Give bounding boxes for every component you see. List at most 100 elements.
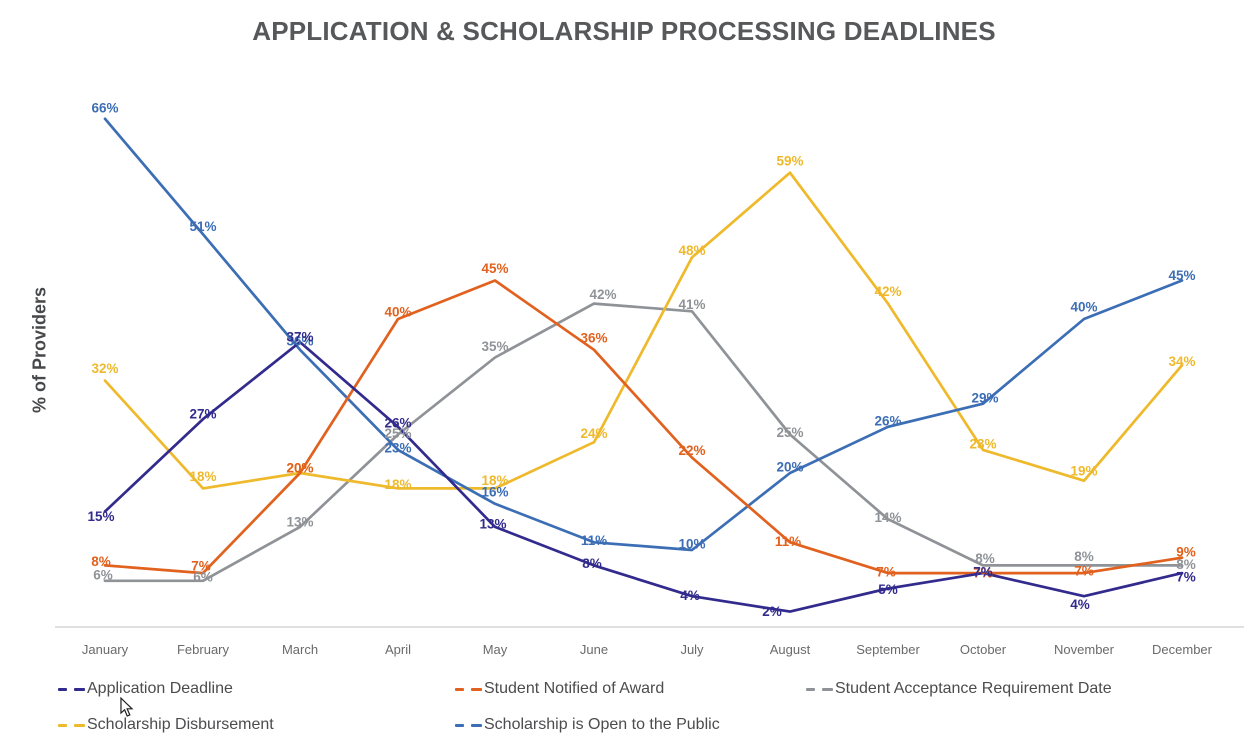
data-label-application-deadline: 4% (1070, 597, 1090, 612)
legend-dash-icon (455, 687, 464, 691)
legend-dash-icon (58, 687, 67, 691)
legend-dash-icon (471, 687, 482, 691)
legend-label: Student Acceptance Requirement Date (835, 680, 1112, 697)
data-label-scholarship-disbursement: 18% (384, 477, 411, 492)
x-axis-tick-label: February (177, 642, 230, 657)
x-axis-tick-label: December (1152, 642, 1213, 657)
legend-dash-icon (822, 687, 833, 691)
data-label-scholarship-disbursement: 42% (874, 284, 901, 299)
data-label-scholarship-is-open-to-the-public: 10% (678, 537, 705, 552)
legend-label: Student Notified of Award (484, 680, 665, 697)
data-label-scholarship-is-open-to-the-public: 11% (581, 533, 607, 548)
legend-dash-icon (58, 723, 67, 727)
series-line-student-notified-of-award (103, 279, 1184, 575)
data-label-scholarship-is-open-to-the-public: 16% (481, 484, 508, 499)
data-label-scholarship-disbursement: 32% (91, 361, 118, 376)
data-label-application-deadline: 7% (973, 565, 993, 580)
data-label-application-deadline: 37% (286, 330, 313, 345)
line-chart: January February March April May June July Augu… (55, 100, 1244, 657)
data-label-student-notified-of-award: 7% (1074, 564, 1094, 579)
data-label-application-deadline: 5% (878, 582, 898, 597)
data-label-student-acceptance-requirement-date: 25% (776, 425, 803, 440)
data-label-student-notified-of-award: 8% (91, 554, 111, 569)
data-label-scholarship-disbursement: 19% (1070, 463, 1097, 478)
x-axis-tick-label: March (282, 642, 318, 657)
chart-title: APPLICATION & SCHOLARSHIP PROCESSING DEA… (252, 16, 996, 46)
x-axis-tick-label: August (770, 642, 811, 657)
data-label-application-deadline: 15% (87, 509, 114, 524)
legend-item-scholarship-disbursement: Scholarship Disbursement (58, 715, 274, 735)
legend-label: Application Deadline (87, 680, 233, 697)
data-label-student-acceptance-requirement-date: 42% (589, 287, 616, 302)
data-label-scholarship-disbursement: 18% (481, 473, 508, 488)
series-line-scholarship-disbursement (103, 171, 1184, 490)
data-label-scholarship-disbursement: 48% (678, 243, 705, 258)
data-label-application-deadline: 13% (479, 516, 506, 531)
data-label-student-acceptance-requirement-date: 8% (1176, 557, 1196, 572)
data-label-scholarship-disbursement: 20% (286, 461, 313, 476)
data-label-scholarship-is-open-to-the-public: 26% (874, 413, 901, 428)
data-label-student-notified-of-award: 9% (1176, 544, 1196, 559)
data-label-student-acceptance-requirement-date: 14% (874, 510, 901, 525)
x-axis-tick-label: January (82, 642, 129, 657)
x-axis-tick-label: May (483, 642, 508, 657)
data-label-application-deadline: 7% (1176, 570, 1196, 585)
data-label-scholarship-disbursement: 34% (1168, 354, 1195, 369)
legend-label: Scholarship is Open to the Public (484, 716, 720, 733)
x-axis-tick-label: April (385, 642, 411, 657)
data-label-scholarship-is-open-to-the-public: 45% (1168, 268, 1195, 283)
data-label-student-acceptance-requirement-date: 41% (678, 297, 705, 312)
data-label-scholarship-is-open-to-the-public: 23% (384, 440, 411, 455)
data-label-application-deadline: 26% (384, 415, 411, 430)
x-axis-tick-label: September (856, 642, 920, 657)
series-line-application-deadline (103, 340, 1184, 613)
legend-dash-icon (471, 723, 482, 727)
legend-item-student-acceptance-requirement-date: Student Acceptance Requirement Date (806, 679, 1112, 699)
data-label-scholarship-is-open-to-the-public: 20% (776, 460, 803, 475)
data-label-student-notified-of-award: 22% (678, 443, 705, 458)
data-label-student-notified-of-award: 40% (384, 305, 411, 320)
data-label-student-notified-of-award: 45% (481, 261, 508, 276)
data-label-student-notified-of-award: 7% (191, 559, 211, 574)
data-label-student-acceptance-requirement-date: 6% (193, 569, 213, 584)
legend-dash-icon (74, 687, 85, 691)
mouse-cursor-icon (120, 697, 134, 717)
x-axis-tick-label: October (960, 642, 1007, 657)
data-label-scholarship-is-open-to-the-public: 51% (189, 219, 216, 234)
data-label-student-notified-of-award: 20% (286, 461, 313, 476)
data-label-scholarship-is-open-to-the-public: 36% (286, 333, 313, 348)
legend-dash-icon (806, 687, 815, 691)
legend-item-application-deadline: Application Deadline (58, 679, 233, 699)
x-axis-tick-label: July (680, 642, 704, 657)
data-label-scholarship-disbursement: 24% (580, 426, 607, 441)
data-label-student-notified-of-award: 11% (775, 534, 801, 549)
data-label-scholarship-is-open-to-the-public: 40% (1070, 300, 1097, 315)
x-axis-tick-label: November (1054, 642, 1115, 657)
data-label-student-notified-of-award: 7% (876, 565, 896, 580)
data-label-student-acceptance-requirement-date: 6% (93, 567, 113, 582)
data-label-student-notified-of-award: 36% (580, 330, 607, 345)
data-label-application-deadline: 8% (582, 556, 602, 571)
x-axis-tick-label: June (580, 642, 608, 657)
data-label-student-acceptance-requirement-date: 8% (975, 551, 995, 566)
legend-dash-icon (455, 723, 464, 727)
data-label-student-acceptance-requirement-date: 35% (481, 339, 508, 354)
data-label-scholarship-is-open-to-the-public: 66% (91, 100, 118, 115)
legend-item-student-notified-of-award: Student Notified of Award (455, 679, 664, 699)
data-label-application-deadline: 4% (680, 588, 700, 603)
data-label-application-deadline: 2% (762, 604, 782, 619)
data-label-scholarship-disbursement: 23% (969, 436, 996, 451)
data-label-scholarship-disbursement: 59% (776, 153, 803, 168)
legend-label: Scholarship Disbursement (87, 716, 274, 733)
legend-item-scholarship-is-open-to-the-public: Scholarship is Open to the Public (455, 715, 720, 735)
data-label-student-acceptance-requirement-date: 8% (1074, 549, 1094, 564)
series-line-scholarship-is-open-to-the-public (103, 117, 1184, 552)
series-line-student-acceptance-requirement-date (103, 302, 1184, 583)
data-label-student-notified-of-award: 7% (973, 566, 993, 581)
data-label-student-acceptance-requirement-date: 13% (286, 514, 313, 529)
data-label-application-deadline: 27% (189, 407, 216, 422)
legend-dash-icon (74, 723, 85, 727)
data-label-scholarship-disbursement: 18% (189, 469, 216, 484)
data-label-student-acceptance-requirement-date: 25% (384, 426, 411, 441)
data-label-scholarship-is-open-to-the-public: 29% (971, 390, 998, 405)
